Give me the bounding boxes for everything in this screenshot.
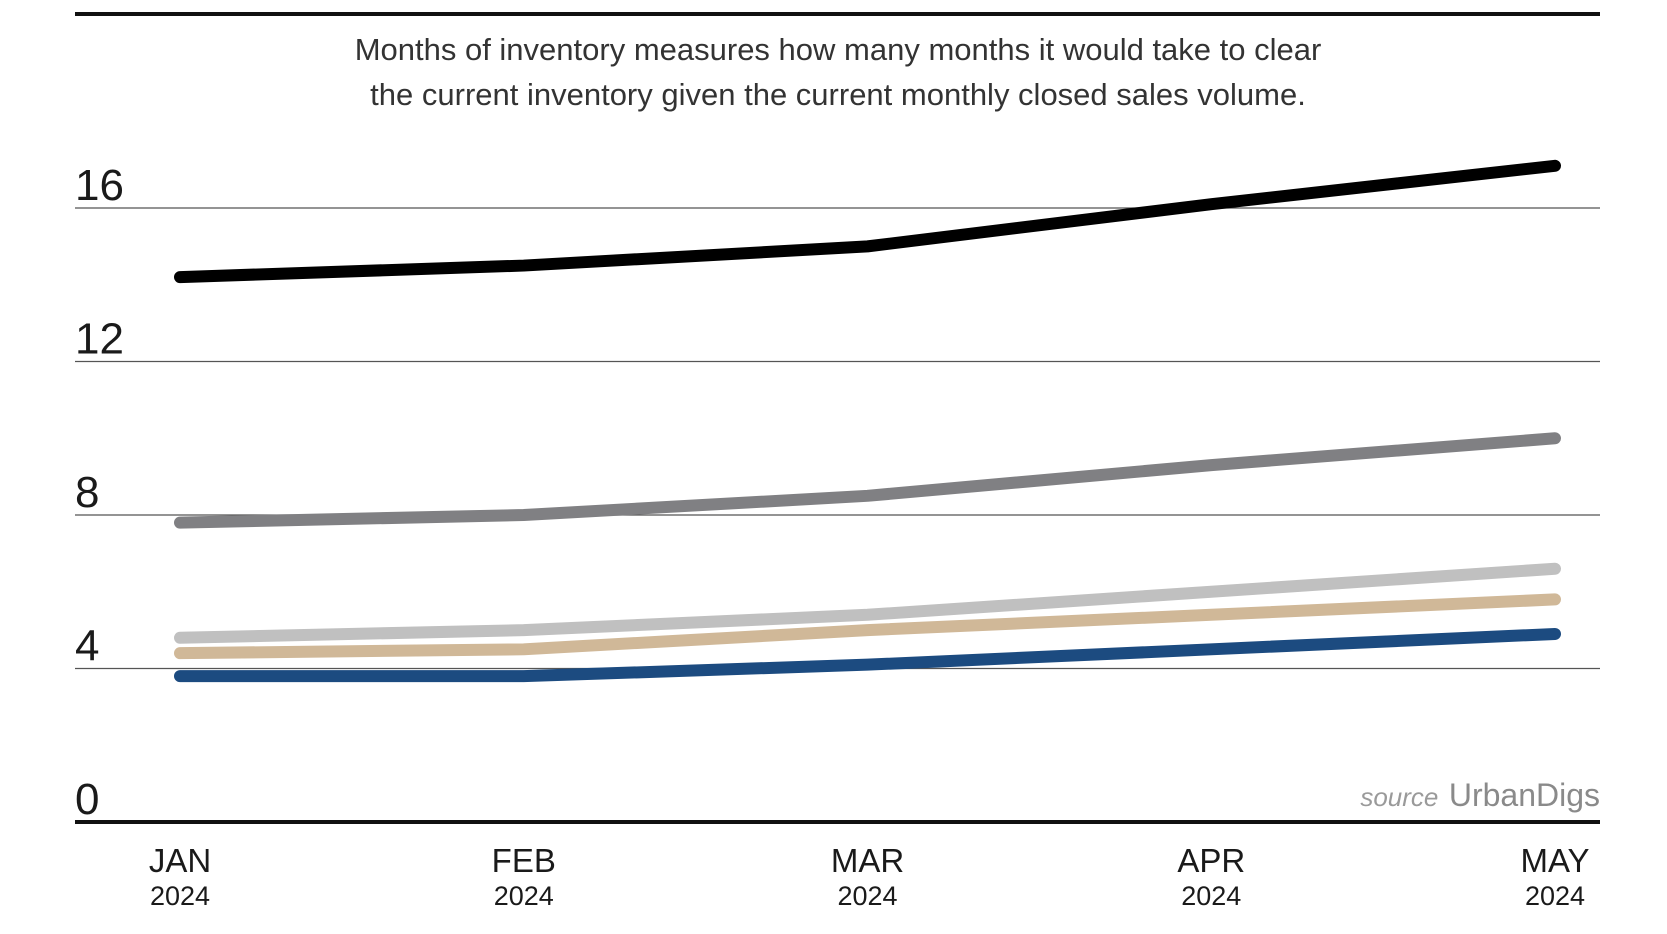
- series-lines: [174, 159, 1561, 683]
- source-credit: source UrbanDigs: [1360, 777, 1600, 813]
- x-tick-year: 2024: [150, 881, 210, 911]
- y-tick-label: 12: [75, 315, 124, 364]
- subtitle-line-2: the current inventory given the current …: [370, 77, 1306, 112]
- source-label: source UrbanDigs: [1360, 777, 1600, 813]
- series-line: [174, 159, 1561, 284]
- x-tick-month: APR: [1177, 842, 1245, 879]
- x-tick-month: MAR: [831, 842, 904, 879]
- y-tick-label: 4: [75, 622, 99, 671]
- series-line: [174, 593, 1561, 660]
- y-tick-label: 8: [75, 468, 99, 517]
- x-tick-month: JAN: [149, 842, 211, 879]
- y-tick-label: 16: [75, 161, 124, 210]
- y-tick-label: 0: [75, 775, 99, 824]
- x-tick-year: 2024: [494, 881, 554, 911]
- series-line: [174, 627, 1561, 683]
- subtitle-line-1: Months of inventory measures how many mo…: [355, 32, 1322, 67]
- source-prefix: source: [1360, 782, 1438, 812]
- x-tick-month: MAY: [1520, 842, 1589, 879]
- source-brand: UrbanDigs: [1449, 777, 1600, 813]
- x-tick-year: 2024: [1525, 881, 1585, 911]
- y-axis-ticks: 0 4 8 12 16: [75, 161, 124, 824]
- x-tick-year: 2024: [837, 881, 897, 911]
- series-line: [174, 432, 1561, 529]
- series-line: [174, 562, 1561, 644]
- x-tick-year: 2024: [1181, 881, 1241, 911]
- chart-subtitle: Months of inventory measures how many mo…: [355, 32, 1322, 112]
- x-tick-month: FEB: [492, 842, 556, 879]
- chart-frame: [75, 12, 1600, 824]
